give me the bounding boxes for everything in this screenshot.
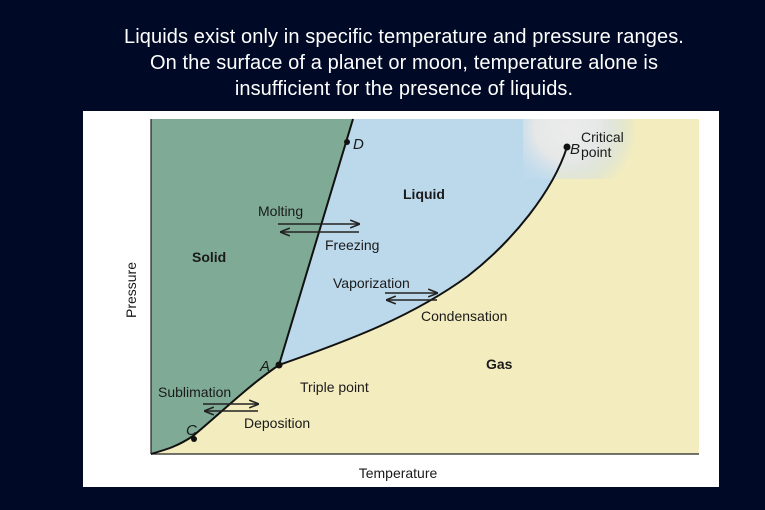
melting-curve — [278, 118, 354, 366]
phase-diagram: A B C D Critical point Triple point Soli… — [83, 111, 719, 487]
slide-heading: Liquids exist only in specific temperatu… — [0, 24, 765, 102]
heading-line-2: On the surface of a planet or moon, temp… — [149, 52, 659, 74]
gas-region-label: Gas — [486, 356, 513, 372]
vaporization-label: Vaporization — [333, 275, 410, 291]
heading-line-1: Liquids exist only in specific temperatu… — [124, 26, 684, 48]
point-d-label: D — [353, 136, 364, 153]
condensation-label: Condensation — [421, 308, 507, 324]
sublimation-curve — [150, 364, 280, 455]
temperature-axis-label: Temperature — [359, 465, 438, 481]
triple-point-label: Triple point — [300, 379, 369, 395]
pressure-axis-label: Pressure — [123, 262, 139, 318]
point-b-label: B — [570, 141, 580, 158]
critical-point-label-line-1: Critical — [581, 129, 624, 145]
point-a-label: A — [259, 358, 270, 375]
critical-point-haze — [523, 119, 699, 179]
heading-line-3: insufficient for the presence of liquids… — [234, 78, 574, 100]
melting-label: Molting — [258, 203, 303, 219]
solid-region — [151, 119, 353, 454]
liquid-region — [279, 119, 567, 365]
deposition-label: Deposition — [244, 415, 310, 431]
critical-point-marker — [563, 143, 571, 151]
freezing-label: Freezing — [325, 237, 379, 253]
liquid-region-label: Liquid — [403, 186, 445, 202]
solid-region-label: Solid — [192, 249, 226, 265]
phase-diagram-svg: A B C D Critical point Triple point Soli… — [123, 118, 699, 481]
point-c-label: C — [186, 422, 197, 439]
sublimation-label: Sublimation — [158, 384, 231, 400]
vaporization-curve — [278, 146, 568, 366]
critical-point-label-line-2: point — [581, 144, 611, 160]
triple-point-marker — [275, 361, 283, 369]
point-d-marker — [344, 139, 350, 145]
point-c-marker — [191, 436, 197, 442]
